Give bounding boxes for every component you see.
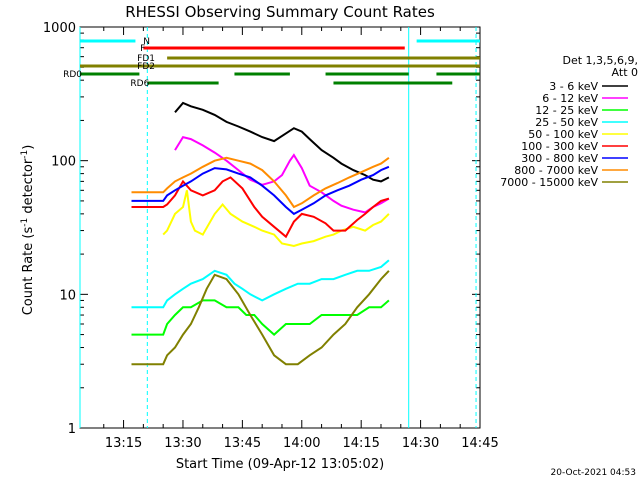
timestamp: 20-Oct-2021 04:53 xyxy=(551,468,636,478)
y-tick-label: 10 xyxy=(59,288,76,303)
x-tick-label: 13:15 xyxy=(105,436,142,451)
x-tick-label: 14:30 xyxy=(402,436,439,451)
y-axis-label-main: Count Rate (s xyxy=(21,227,36,316)
state-bar-label: N xyxy=(143,37,150,47)
series-line xyxy=(131,176,390,239)
legend-label: 3 - 6 keV xyxy=(549,80,598,93)
legend-label: 12 - 25 keV xyxy=(535,104,598,117)
legend-header-line: Att 0 xyxy=(612,66,638,79)
series-line xyxy=(174,135,390,214)
y-axis-label-sup1: -1 xyxy=(20,218,30,227)
series-line xyxy=(131,259,390,309)
legend-header-line: Det 1,3,5,6,9, xyxy=(562,54,638,67)
series-line xyxy=(174,101,390,183)
legend-label: 7000 - 15000 keV xyxy=(500,176,598,189)
legend-label: 300 - 800 keV xyxy=(521,152,598,165)
legend-label: 100 - 300 keV xyxy=(521,140,598,153)
x-tick-label: 14:00 xyxy=(283,436,320,451)
state-bar-label: FD2 xyxy=(137,62,155,72)
x-tick-label: 14:45 xyxy=(461,436,498,451)
y-axis-label-sup2: -1 xyxy=(20,150,30,159)
series-line xyxy=(131,299,390,336)
legend-label: 50 - 100 keV xyxy=(528,128,598,141)
y-axis-label-mid: detector xyxy=(21,158,36,218)
y-tick-label: 1 xyxy=(68,422,76,437)
y-axis-label-end: ) xyxy=(21,145,36,150)
state-bar-label: RD0 xyxy=(63,70,82,80)
y-tick-label: 1000 xyxy=(43,21,76,36)
x-axis-label: Start Time (09-Apr-12 13:05:02) xyxy=(176,457,384,472)
series-line xyxy=(131,165,390,216)
state-bar-label: RD6 xyxy=(130,79,149,89)
series-line xyxy=(131,270,390,366)
chart-title: RHESSI Observing Summary Count Rates xyxy=(125,3,435,21)
series-line xyxy=(131,156,390,209)
state-bar-label: FD1 xyxy=(137,54,155,64)
x-tick-label: 13:45 xyxy=(224,436,261,451)
legend-label: 25 - 50 keV xyxy=(535,116,598,129)
y-axis-label: Count Rate (s-1 detector-1) xyxy=(20,145,36,316)
x-tick-label: 13:30 xyxy=(164,436,201,451)
y-tick-label: 100 xyxy=(51,155,76,170)
legend-label: 6 - 12 keV xyxy=(542,92,598,105)
state-bar-label: F xyxy=(140,44,145,54)
x-tick-label: 14:15 xyxy=(342,436,379,451)
legend-label: 800 - 7000 keV xyxy=(514,164,598,177)
plot-frame: 1 10 100 1000 13:15 13:30 13:45 14:00 14:15 14:30… xyxy=(43,21,499,451)
